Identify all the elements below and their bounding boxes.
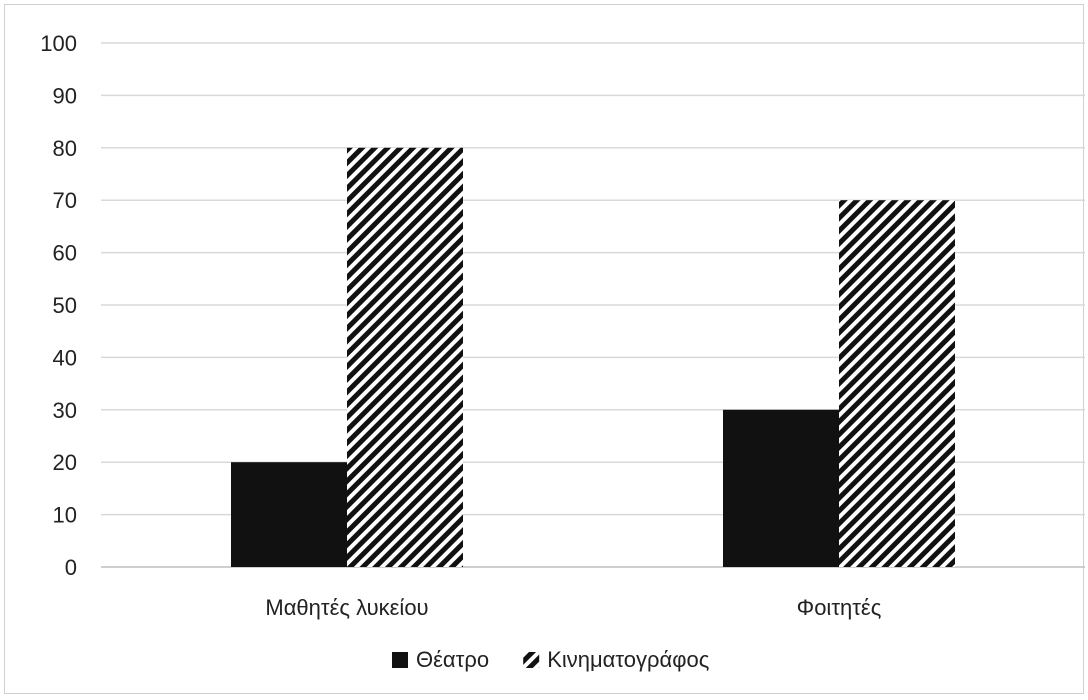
legend-label-theatre: Θέατρο <box>416 647 489 672</box>
y-tick-label: 30 <box>53 398 77 423</box>
x-category-label: Φοιτητές <box>797 595 882 620</box>
x-axis-category-labels: Μαθητές λυκείου Φοιτητές <box>265 595 881 620</box>
y-axis-tick-labels: 0 10 20 30 40 50 60 70 80 90 100 <box>40 31 77 580</box>
y-tick-label: 10 <box>53 503 77 528</box>
bar-theatre-0 <box>231 462 347 567</box>
y-tick-label: 20 <box>53 450 77 475</box>
legend: Θέατρο Κινηματογράφος <box>392 647 709 672</box>
y-tick-label: 70 <box>53 188 77 213</box>
bar-theatre-1 <box>723 409 839 567</box>
y-tick-label: 50 <box>53 293 77 318</box>
chart-frame: 0 10 20 30 40 50 60 70 80 90 100 Μαθητές λυκείου Φο… <box>4 4 1085 694</box>
x-category-label: Μαθητές λυκείου <box>265 595 428 620</box>
y-tick-label: 100 <box>40 31 77 56</box>
y-tick-label: 90 <box>53 83 77 108</box>
bar-cinema-1 <box>839 200 955 567</box>
legend-swatch-theatre <box>392 652 408 668</box>
y-tick-label: 40 <box>53 345 77 370</box>
bar-chart: 0 10 20 30 40 50 60 70 80 90 100 Μαθητές λυκείου Φο… <box>40 31 1085 672</box>
y-tick-label: 0 <box>65 555 77 580</box>
legend-swatch-cinema <box>523 652 540 668</box>
legend-label-cinema: Κινηματογράφος <box>547 647 709 672</box>
bar-cinema-0 <box>347 147 463 568</box>
y-tick-label: 80 <box>53 136 77 161</box>
bars <box>231 147 955 568</box>
y-tick-label: 60 <box>53 241 77 266</box>
